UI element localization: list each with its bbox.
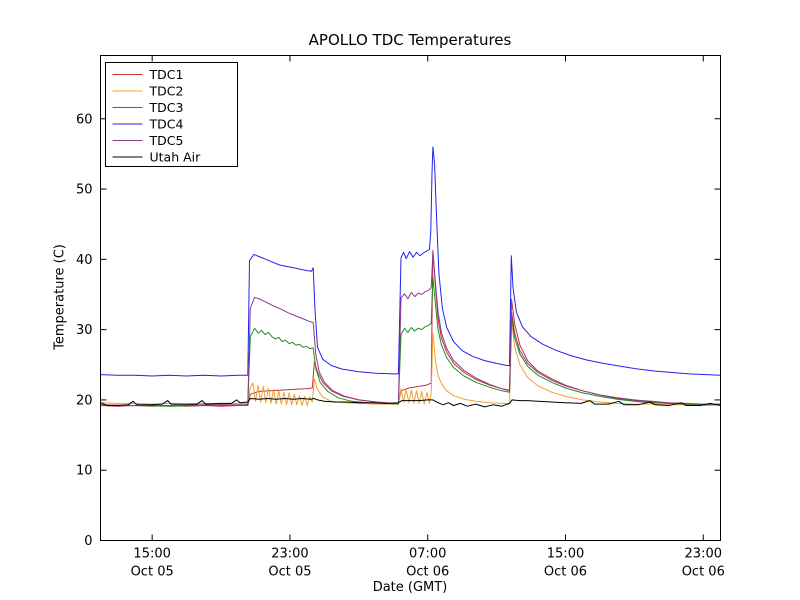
chart-title: APOLLO TDC Temperatures	[308, 31, 512, 49]
y-tick-label: 0	[84, 534, 92, 549]
legend-box	[105, 62, 238, 167]
x-tick-label-date: Oct 06	[544, 565, 587, 580]
y-tick-label: 30	[76, 323, 93, 338]
x-tick-label-date: Oct 05	[131, 565, 174, 580]
y-tick-label: 60	[76, 112, 93, 127]
legend-label-utah-air: Utah Air	[150, 150, 202, 165]
series-line-tdc3	[100, 276, 721, 407]
x-tick-label-date: Oct 05	[268, 565, 311, 580]
x-tick-label-time: 07:00	[409, 547, 446, 562]
series-line-tdc2	[100, 320, 721, 406]
x-tick-label-time: 15:00	[133, 547, 170, 562]
y-tick-label: 50	[76, 183, 93, 198]
series-line-utah-air	[100, 398, 721, 408]
y-axis-label: Temperature (C)	[52, 244, 68, 350]
legend-label-tdc1: TDC1	[149, 67, 184, 82]
x-axis-label: Date (GMT)	[372, 580, 448, 595]
series-line-tdc4	[100, 146, 721, 377]
plot-frame	[100, 55, 721, 541]
x-tick-label-date: Oct 06	[406, 565, 449, 580]
y-tick-label: 20	[76, 393, 93, 408]
x-tick-label-time: 15:00	[547, 547, 584, 562]
legend-label-tdc4: TDC4	[149, 117, 184, 132]
x-tick-label-date: Oct 06	[682, 565, 725, 580]
series-line-tdc5	[100, 251, 721, 406]
y-tick-label: 40	[76, 253, 93, 268]
legend-label-tdc2: TDC2	[149, 84, 184, 99]
x-tick-label-time: 23:00	[685, 547, 722, 562]
legend-label-tdc3: TDC3	[149, 100, 184, 115]
y-tick-label: 10	[76, 464, 93, 479]
x-tick-label-time: 23:00	[271, 547, 308, 562]
legend-label-tdc5: TDC5	[149, 133, 184, 148]
